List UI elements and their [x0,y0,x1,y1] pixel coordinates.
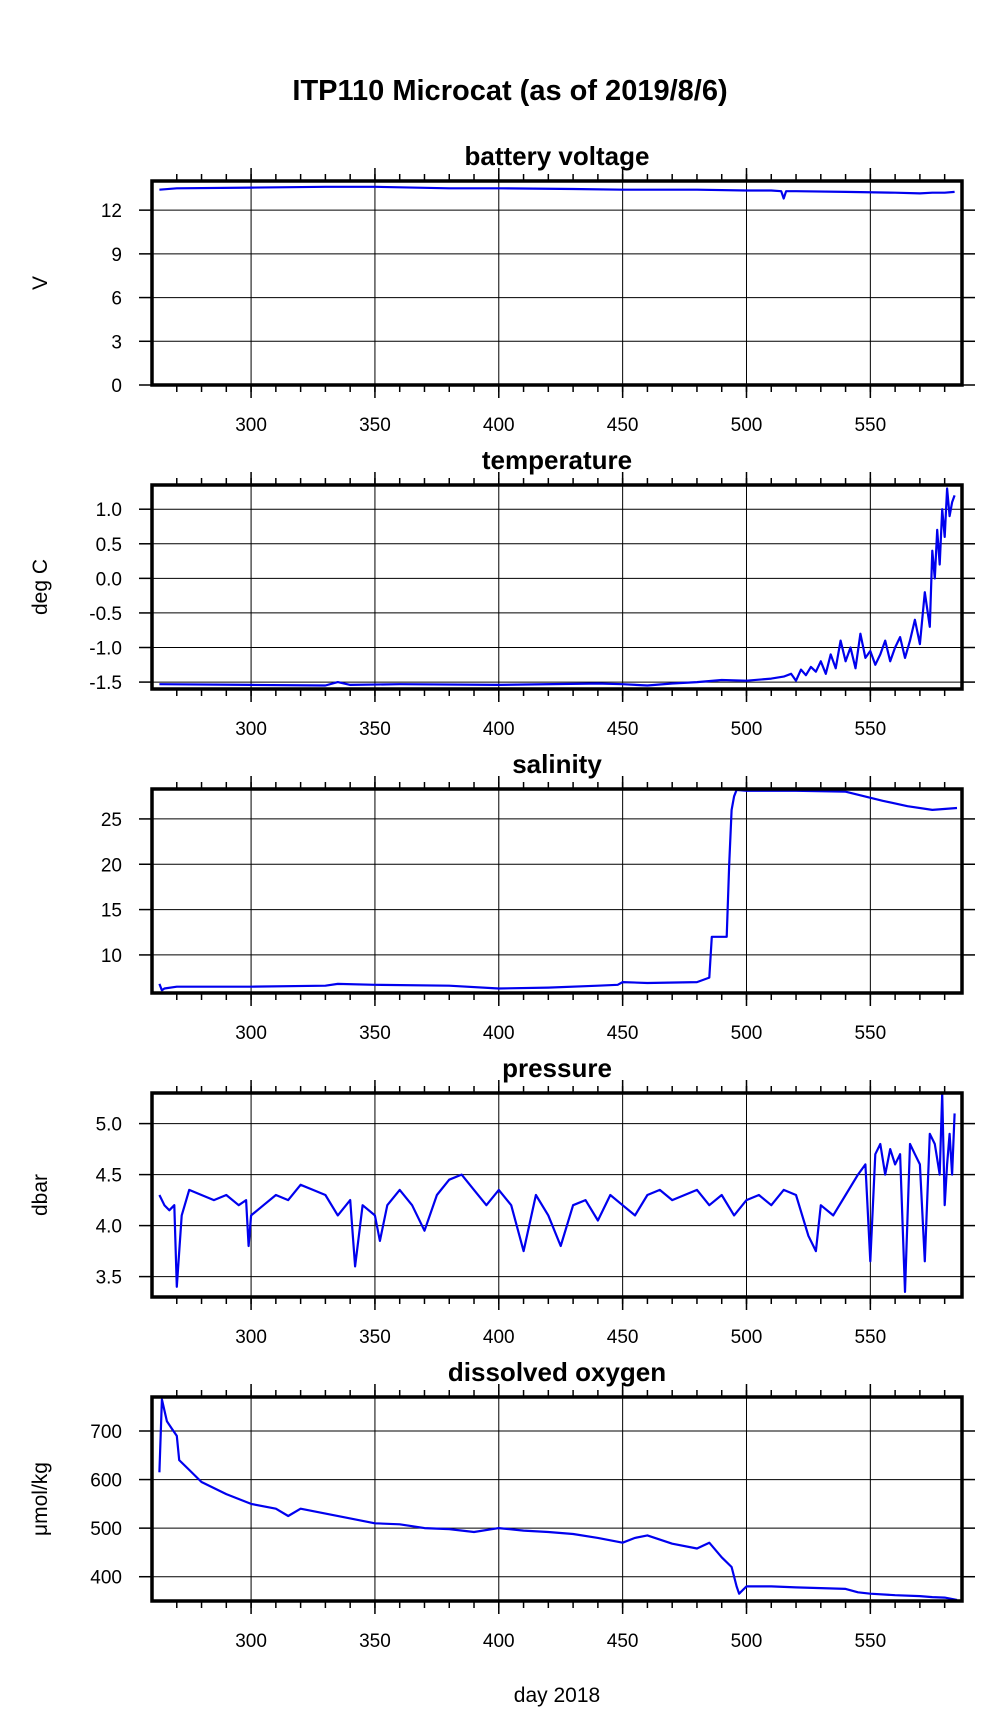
x-tick-label: 450 [607,1631,639,1652]
x-tick-label: 400 [483,1631,515,1652]
x-tick-label: 400 [483,1327,515,1348]
x-tick-label: 550 [854,719,886,740]
panel-title: pressure [502,1053,612,1083]
x-tick-label: 300 [235,719,267,740]
x-tick-label: 500 [731,1327,763,1348]
series-line [158,1398,958,1602]
chart-panels: battery voltage V 300 350 400 450 500 550 0 3 6 9 12… [29,141,975,1652]
y-tick-label: 20 [101,855,122,876]
y-axis-label: dbar [29,1174,52,1216]
x-tick-label: 500 [731,719,763,740]
panel-title: temperature [482,445,632,475]
x-tick-label: 350 [359,719,391,740]
y-tick-label: 400 [90,1568,122,1589]
y-tick-label: 0.0 [96,569,122,590]
x-tick-label: 350 [359,1023,391,1044]
x-tick-label: 450 [607,1023,639,1044]
plot-frame [150,483,964,691]
y-tick-label: 3 [111,332,122,353]
x-tick-label: 550 [854,415,886,436]
y-axis-label: μmol/kg [29,1462,52,1536]
y-tick-label: 10 [101,946,122,967]
y-tick-label: 0 [111,376,122,397]
x-tick-label: 550 [854,1327,886,1348]
x-tick-label: 550 [854,1631,886,1652]
x-tick-label: 300 [235,1327,267,1348]
y-tick-label: 5.0 [96,1115,122,1136]
y-tick-label: 4.5 [96,1166,122,1187]
y-axis-label: deg C [29,559,52,615]
y-tick-label: 15 [101,901,122,922]
y-tick-label: 1.0 [96,500,122,521]
x-tick-label: 500 [731,415,763,436]
x-tick-label: 300 [235,1631,267,1652]
x-tick-label: 300 [235,415,267,436]
y-tick-label: -1.0 [89,639,122,660]
x-tick-label: 450 [607,1327,639,1348]
plot-frame [150,179,964,387]
y-tick-label: 500 [90,1519,122,1540]
y-tick-label: 3.5 [96,1268,122,1289]
y-tick-label: -0.5 [89,604,122,625]
series-line [158,788,958,992]
x-tick-label: 450 [607,415,639,436]
panel-title: battery voltage [465,141,650,171]
series-line [159,185,955,200]
panel-4: dissolved oxygen μmol/kg 300 350 400 450 500 55… [29,1357,975,1652]
y-tick-label: 700 [90,1422,122,1443]
x-tick-label: 400 [483,1023,515,1044]
panel-1: temperature deg C 300 350 400 450 500 550 -1.5 -1… [29,445,975,740]
x-tick-label: 400 [483,719,515,740]
series-line [159,487,956,687]
y-tick-label: 600 [90,1471,122,1492]
x-tick-label: 300 [235,1023,267,1044]
x-tick-label: 400 [483,415,515,436]
panel-title: salinity [512,749,602,779]
y-tick-label: 6 [111,289,122,310]
series-line [158,1091,956,1294]
x-tick-label: 350 [359,1327,391,1348]
y-tick-label: -1.5 [89,673,122,694]
y-tick-label: 0.5 [96,535,122,556]
x-tick-label: 550 [854,1023,886,1044]
plot-frame [150,1395,964,1603]
x-tick-label: 500 [731,1631,763,1652]
y-axis-label: V [29,276,52,290]
x-tick-label: 350 [359,415,391,436]
panel-3: pressure dbar 300 350 400 450 500 550 3.5 4.0 4.5 5… [29,1053,975,1348]
panel-title: dissolved oxygen [448,1357,666,1387]
plot-frame [150,1091,964,1299]
panel-2: salinity 300 350 400 450 500 550 10 15 20 25 [101,749,975,1044]
x-tick-label: 450 [607,719,639,740]
panel-0: battery voltage V 300 350 400 450 500 550 0 3 6 9 12 [29,141,975,436]
y-tick-label: 9 [111,245,122,266]
figure-title: ITP110 Microcat (as of 2019/8/6) [292,75,727,107]
y-tick-label: 12 [101,201,122,222]
plot-frame [150,787,964,995]
x-axis-label: day 2018 [514,1684,600,1707]
y-tick-label: 4.0 [96,1217,122,1238]
x-tick-label: 350 [359,1631,391,1652]
y-tick-label: 25 [101,810,122,831]
x-tick-label: 500 [731,1023,763,1044]
